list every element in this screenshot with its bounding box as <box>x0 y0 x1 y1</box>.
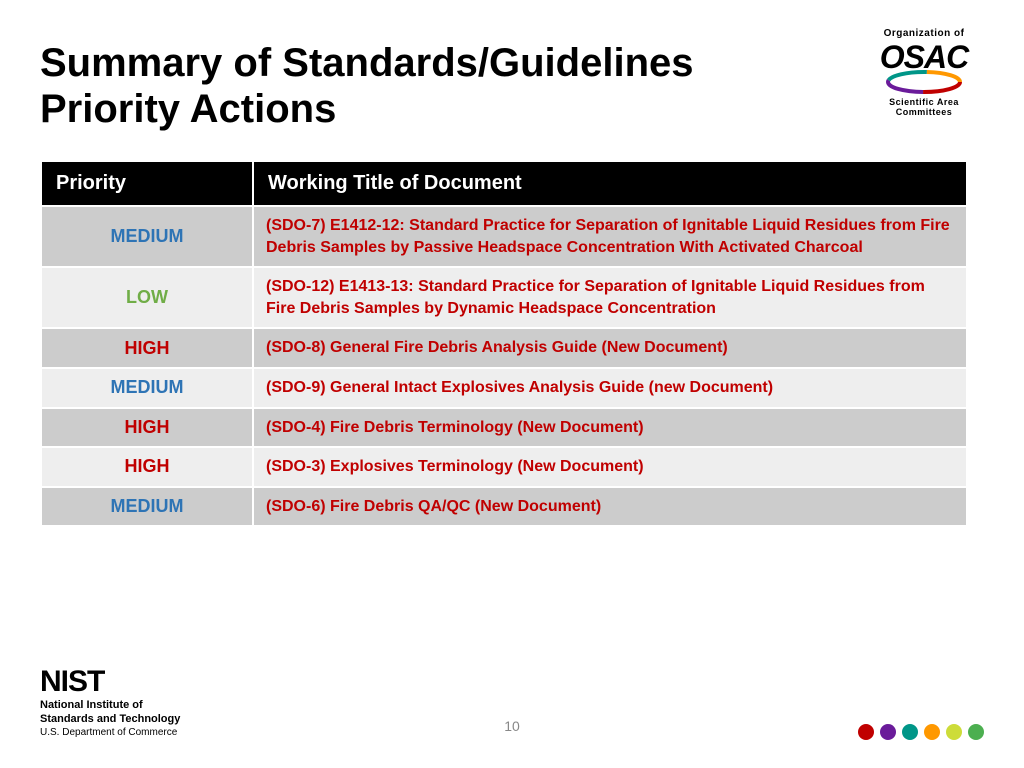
dot-icon <box>858 724 874 740</box>
priority-cell: HIGH <box>42 329 252 367</box>
table-row: HIGH(SDO-4) Fire Debris Terminology (New… <box>42 409 966 447</box>
title-cell: (SDO-8) General Fire Debris Analysis Gui… <box>254 329 966 367</box>
dot-icon <box>946 724 962 740</box>
accent-dots <box>858 724 984 740</box>
nist-word: NIST <box>40 668 180 697</box>
table-row: MEDIUM(SDO-7) E1412-12: Standard Practic… <box>42 207 966 266</box>
osac-bottom-text: Scientific Area Committees <box>864 97 984 117</box>
table-row: HIGH(SDO-3) Explosives Terminology (New … <box>42 448 966 486</box>
priority-cell: MEDIUM <box>42 488 252 526</box>
title-cell: (SDO-6) Fire Debris QA/QC (New Document) <box>254 488 966 526</box>
priority-cell: HIGH <box>42 448 252 486</box>
table-row: MEDIUM(SDO-9) General Intact Explosives … <box>42 369 966 407</box>
dot-icon <box>968 724 984 740</box>
priority-cell: MEDIUM <box>42 207 252 266</box>
osac-logo: Organization of OSAC Scientific Area Com… <box>864 28 984 138</box>
dot-icon <box>924 724 940 740</box>
table-header-row: Priority Working Title of Document <box>42 162 966 205</box>
dot-icon <box>902 724 918 740</box>
nist-line2a: National Institute of <box>40 699 180 712</box>
table-row: MEDIUM(SDO-6) Fire Debris QA/QC (New Doc… <box>42 488 966 526</box>
title-cell: (SDO-7) E1412-12: Standard Practice for … <box>254 207 966 266</box>
title-cell: (SDO-3) Explosives Terminology (New Docu… <box>254 448 966 486</box>
priority-table: Priority Working Title of Document MEDIU… <box>40 160 968 527</box>
table-row: HIGH(SDO-8) General Fire Debris Analysis… <box>42 329 966 367</box>
col-working-title: Working Title of Document <box>254 162 966 205</box>
priority-cell: MEDIUM <box>42 369 252 407</box>
title-cell: (SDO-4) Fire Debris Terminology (New Doc… <box>254 409 966 447</box>
dot-icon <box>880 724 896 740</box>
slide: Summary of Standards/Guidelines Priority… <box>0 0 1024 768</box>
priority-cell: LOW <box>42 268 252 327</box>
osac-top-text: Organization of <box>864 28 984 39</box>
page-title: Summary of Standards/Guidelines Priority… <box>40 40 840 132</box>
osac-ring-icon <box>884 69 964 95</box>
col-priority: Priority <box>42 162 252 205</box>
priority-cell: HIGH <box>42 409 252 447</box>
table-row: LOW(SDO-12) E1413-13: Standard Practice … <box>42 268 966 327</box>
title-cell: (SDO-9) General Intact Explosives Analys… <box>254 369 966 407</box>
title-cell: (SDO-12) E1413-13: Standard Practice for… <box>254 268 966 327</box>
